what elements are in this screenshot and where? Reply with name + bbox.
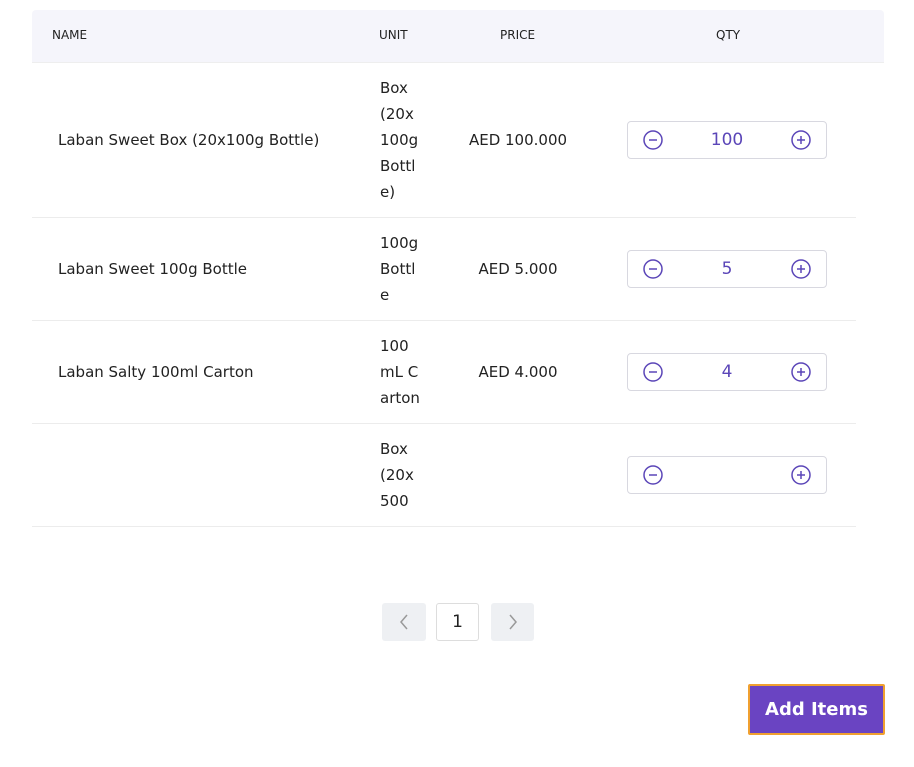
prev-page[interactable] — [382, 603, 426, 641]
icon — [791, 465, 811, 485]
icon — [643, 259, 663, 279]
unit-cell: Box (20x500 — [380, 440, 414, 510]
icon — [791, 130, 811, 150]
plus-button[interactable] — [790, 464, 812, 486]
chevron-right — [508, 614, 517, 630]
header-cell: PRICE — [500, 28, 536, 42]
next-page[interactable] — [491, 603, 534, 641]
header-cell: QTY — [716, 28, 741, 42]
unit-cell: 100g Bottle — [380, 234, 419, 304]
name-cell: Laban Sweet Box (20x100g Bottle) — [58, 131, 320, 149]
qty-value: 4 — [721, 362, 733, 382]
minus-button[interactable] — [642, 464, 664, 486]
table-row: Box (20x100g Bottle) Laban Sweet Box (20x… — [32, 63, 856, 218]
table-header: NAME UNIT PRICE QTY — [32, 10, 884, 63]
table-row: 100g Bottle Laban Sweet 100g Bottle AED 5.… — [32, 218, 856, 321]
icon — [643, 130, 663, 150]
table-row: Box (20x500 — [32, 424, 856, 527]
icon — [791, 362, 811, 382]
unit-cell: Box (20x100g Bottle) — [380, 79, 419, 201]
name-cell: Laban Salty 100ml Carton — [58, 363, 254, 381]
table: NAME UNIT PRICE QTY Box (20x100g Bottle)… — [32, 10, 884, 582]
page-number[interactable]: 1 — [436, 603, 479, 641]
qty-value: 100 — [710, 130, 744, 150]
minus-button[interactable] — [642, 258, 664, 280]
table-row: 100mL Carton Laban Salty 100ml Carton AED … — [32, 321, 856, 424]
minus-button[interactable] — [642, 361, 664, 383]
qty-control — [627, 456, 827, 494]
table-body: Box (20x100g Bottle) Laban Sweet Box (20x… — [32, 63, 884, 527]
icon — [643, 362, 663, 382]
qty-control: 4 — [627, 353, 827, 391]
plus-button[interactable] — [790, 361, 812, 383]
header-cell: UNIT — [379, 28, 408, 42]
header-cell: NAME — [52, 28, 88, 42]
add-items-button[interactable]: Add Items — [748, 684, 885, 735]
qty-control: 100 — [627, 121, 827, 159]
icon — [643, 465, 663, 485]
icon — [791, 259, 811, 279]
name-cell: Laban Sweet 100g Bottle — [58, 260, 247, 278]
chevron-left — [400, 614, 408, 630]
unit-cell: 100mL Carton — [380, 337, 420, 407]
qty-control: 5 — [627, 250, 827, 288]
plus-button[interactable] — [790, 258, 812, 280]
qty-value: 5 — [721, 259, 733, 279]
minus-button[interactable] — [642, 129, 664, 151]
plus-button[interactable] — [790, 129, 812, 151]
